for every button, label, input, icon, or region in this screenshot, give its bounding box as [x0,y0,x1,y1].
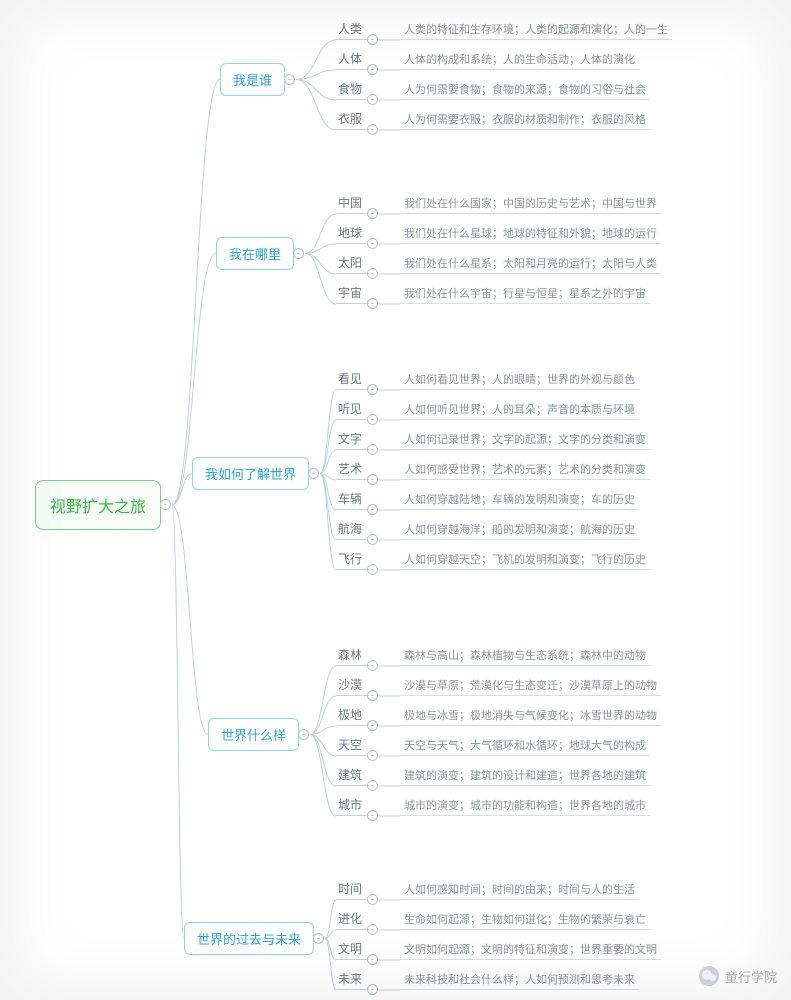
collapse-toggle[interactable]: - [367,34,378,45]
leaf-desc: 我们处在什么国家；中国的历史与艺术；中国与世界 [400,195,661,214]
leaf-label[interactable]: 宇宙 [336,284,368,304]
collapse-toggle[interactable]: - [367,238,378,249]
collapse-toggle[interactable]: - [367,894,378,905]
collapse-toggle[interactable]: - [367,954,378,965]
leaf-label[interactable]: 森林 [336,646,368,666]
leaf-desc: 我们处在什么宇宙；行星与恒星；星系之外的宇宙 [400,285,650,304]
leaf-label[interactable]: 车辆 [336,490,368,510]
leaf-desc: 森林与高山；森林植物与生态系统；森林中的动物 [400,647,650,666]
wechat-icon [699,966,719,986]
collapse-toggle[interactable]: - [367,298,378,309]
branch-node[interactable]: 我在哪里 [216,237,294,270]
collapse-toggle[interactable]: - [367,780,378,791]
leaf-desc: 人类的特征和生存环境；人类的起源和演化；人的一生 [400,21,672,40]
leaf-label[interactable]: 时间 [336,880,368,900]
collapse-toggle[interactable]: - [367,124,378,135]
leaf-label[interactable]: 衣服 [336,110,368,130]
collapse-toggle[interactable]: - [367,474,378,485]
collapse-toggle[interactable]: - [367,268,378,279]
leaf-desc: 人如何感受世界；艺术的元素；艺术的分类和演变 [400,461,650,480]
leaf-label[interactable]: 航海 [336,520,368,540]
collapse-toggle[interactable]: - [293,248,304,259]
leaf-label[interactable]: 极地 [336,706,368,726]
leaf-label[interactable]: 艺术 [336,460,368,480]
leaf-desc: 天空与天气；大气循环和水循环；地球大气的构成 [400,737,650,756]
leaf-label[interactable]: 地球 [336,224,368,244]
leaf-desc: 人体的构成和系统；人的生命活动；人体的演化 [400,51,639,70]
collapse-toggle[interactable]: - [367,94,378,105]
collapse-toggle[interactable]: - [367,750,378,761]
collapse-toggle[interactable]: - [367,64,378,75]
leaf-desc: 人如何记录世界；文字的起源；文字的分类和演变 [400,431,650,450]
leaf-label[interactable]: 进化 [336,910,368,930]
leaf-desc: 人如何穿越海洋；船的发明和演变；航海的历史 [400,521,639,540]
leaf-label[interactable]: 中国 [336,194,368,214]
leaf-desc: 文明如何起源；文明的特征和演变；世界重要的文明 [400,941,661,960]
watermark: 童行学院 [699,966,777,986]
collapse-toggle[interactable]: - [367,984,378,995]
leaf-label[interactable]: 天空 [336,736,368,756]
collapse-toggle[interactable]: - [367,208,378,219]
leaf-desc: 生命如何起源；生物如何进化；生物的繁荣与衰亡 [400,911,650,930]
collapse-toggle[interactable]: - [367,810,378,821]
leaf-label[interactable]: 沙漠 [336,676,368,696]
leaf-label[interactable]: 看见 [336,370,368,390]
leaf-label[interactable]: 建筑 [336,766,368,786]
collapse-toggle[interactable]: - [367,564,378,575]
leaf-desc: 人如何穿越陆地；车辆的发明和演变；车的历史 [400,491,639,510]
leaf-desc: 人如何感知时间；时间的由来；时间与人的生活 [400,881,639,900]
root-node[interactable]: 视野扩大之旅 [35,480,161,530]
collapse-toggle[interactable]: - [367,720,378,731]
collapse-toggle[interactable]: - [308,468,319,479]
leaf-desc: 人如何看见世界；人的眼睛；世界的外观与颜色 [400,371,639,390]
leaf-label[interactable]: 文字 [336,430,368,450]
leaf-label[interactable]: 未来 [336,970,368,990]
leaf-desc: 人如何穿越天空；飞机的发明和演变；飞行的历史 [400,551,650,570]
branch-node[interactable]: 世界的过去与未来 [184,922,314,955]
leaf-desc: 我们处在什么星系；太阳和月亮的运行；太阳与人类 [400,255,661,274]
leaf-label[interactable]: 城市 [336,796,368,816]
collapse-toggle[interactable]: - [313,933,324,944]
leaf-label[interactable]: 太阳 [336,254,368,274]
collapse-toggle[interactable]: - [367,504,378,515]
leaf-desc: 人为何需要衣服；衣服的材质和制作；衣服的风格 [400,111,650,130]
collapse-toggle[interactable]: - [367,690,378,701]
leaf-desc: 极地与冰雪；极地消失与气候变化；冰雪世界的动物 [400,707,661,726]
leaf-desc: 我们处在什么星球；地球的特征和外貌；地球的运行 [400,225,661,244]
branch-node[interactable]: 我是谁 [220,63,285,96]
leaf-desc: 建筑的演变；建筑的设计和建造；世界各地的建筑 [400,767,650,786]
collapse-toggle[interactable]: - [367,414,378,425]
collapse-toggle[interactable]: - [367,534,378,545]
collapse-toggle[interactable]: - [367,924,378,935]
leaf-label[interactable]: 人类 [336,20,368,40]
branch-node[interactable]: 我如何了解世界 [192,457,309,490]
leaf-desc: 人为何需要食物；食物的来源；食物的习俗与社会 [400,81,650,100]
branch-node[interactable]: 世界什么样 [208,718,299,751]
collapse-toggle[interactable]: - [298,729,309,740]
collapse-toggle[interactable]: - [160,499,171,510]
leaf-desc: 沙漠与草原；荒漠化与生态变迁；沙漠草原上的动物 [400,677,661,696]
collapse-toggle[interactable]: - [367,660,378,671]
collapse-toggle[interactable]: - [367,444,378,455]
leaf-label[interactable]: 飞行 [336,550,368,570]
leaf-label[interactable]: 听见 [336,400,368,420]
collapse-toggle[interactable]: - [284,74,295,85]
watermark-text: 童行学院 [725,967,777,986]
leaf-desc: 城市的演变；城市的功能和构造；世界各地的城市 [400,797,650,816]
leaf-label[interactable]: 人体 [336,50,368,70]
leaf-label[interactable]: 食物 [336,80,368,100]
leaf-label[interactable]: 文明 [336,940,368,960]
collapse-toggle[interactable]: - [367,384,378,395]
leaf-desc: 人如何听见世界；人的耳朵；声音的本质与环境 [400,401,639,420]
leaf-desc: 未来科技和社会什么样；人如何预测和思考未来 [400,971,639,990]
